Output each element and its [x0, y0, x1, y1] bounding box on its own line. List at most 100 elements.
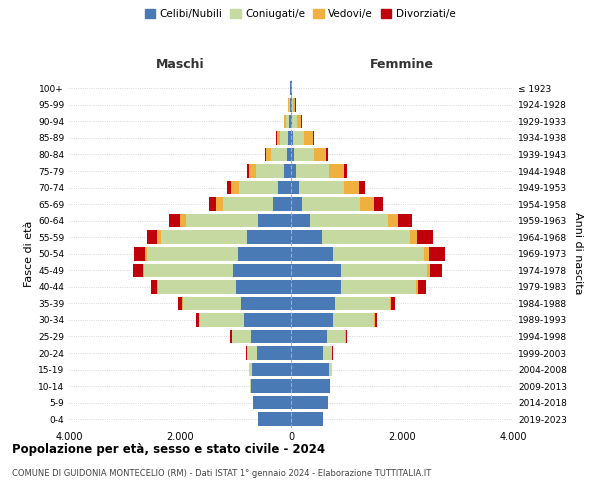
- Y-axis label: Fasce di età: Fasce di età: [24, 220, 34, 287]
- Bar: [291, 264, 341, 277]
- Bar: [231, 181, 239, 194]
- Bar: [289, 98, 290, 112]
- Bar: [291, 296, 335, 310]
- Bar: [286, 114, 289, 128]
- Bar: [169, 214, 180, 228]
- Bar: [293, 131, 304, 144]
- Bar: [185, 214, 258, 228]
- Bar: [296, 164, 329, 178]
- Bar: [227, 181, 231, 194]
- Bar: [266, 148, 271, 161]
- Bar: [133, 264, 143, 277]
- Bar: [277, 131, 280, 144]
- Bar: [291, 330, 327, 344]
- Bar: [291, 412, 323, 426]
- Bar: [180, 214, 185, 228]
- Bar: [238, 247, 291, 260]
- Bar: [291, 131, 293, 144]
- Bar: [295, 148, 314, 161]
- Bar: [209, 198, 216, 211]
- Bar: [428, 247, 445, 260]
- Bar: [284, 114, 286, 128]
- Bar: [278, 181, 291, 194]
- Bar: [390, 296, 391, 310]
- Bar: [291, 181, 299, 194]
- Bar: [374, 198, 383, 211]
- Bar: [272, 198, 291, 211]
- Bar: [388, 214, 398, 228]
- Bar: [327, 330, 346, 344]
- Bar: [223, 198, 272, 211]
- Bar: [235, 280, 291, 293]
- Bar: [374, 313, 377, 326]
- Bar: [291, 247, 332, 260]
- Bar: [341, 280, 416, 293]
- Bar: [410, 230, 417, 244]
- Bar: [430, 264, 442, 277]
- Bar: [341, 264, 427, 277]
- Bar: [199, 313, 244, 326]
- Text: Femmine: Femmine: [370, 58, 434, 70]
- Bar: [183, 296, 241, 310]
- Bar: [252, 363, 291, 376]
- Bar: [344, 164, 347, 178]
- Bar: [158, 280, 235, 293]
- Bar: [239, 181, 278, 194]
- Bar: [250, 164, 256, 178]
- Bar: [346, 330, 347, 344]
- Bar: [276, 131, 277, 144]
- Bar: [256, 164, 284, 178]
- Bar: [280, 131, 288, 144]
- Bar: [151, 280, 157, 293]
- Bar: [313, 131, 314, 144]
- Bar: [147, 230, 157, 244]
- Bar: [287, 148, 291, 161]
- Bar: [361, 198, 374, 211]
- Bar: [291, 346, 323, 360]
- Bar: [297, 114, 301, 128]
- Bar: [241, 296, 291, 310]
- Bar: [144, 264, 233, 277]
- Bar: [418, 280, 426, 293]
- Text: COMUNE DI GUIDONIA MONTECELIO (RM) - Dati ISTAT 1° gennaio 2024 - Elaborazione T: COMUNE DI GUIDONIA MONTECELIO (RM) - Dat…: [12, 469, 431, 478]
- Bar: [265, 148, 266, 161]
- Bar: [293, 98, 295, 112]
- Bar: [247, 164, 250, 178]
- Bar: [299, 181, 344, 194]
- Bar: [291, 114, 292, 128]
- Bar: [329, 164, 344, 178]
- Bar: [247, 346, 257, 360]
- Bar: [314, 148, 326, 161]
- Bar: [291, 280, 341, 293]
- Bar: [232, 330, 251, 344]
- Bar: [323, 346, 332, 360]
- Bar: [416, 280, 418, 293]
- Bar: [322, 230, 410, 244]
- Bar: [427, 264, 430, 277]
- Bar: [332, 247, 424, 260]
- Bar: [253, 396, 291, 409]
- Bar: [291, 214, 310, 228]
- Bar: [292, 114, 297, 128]
- Legend: Celibi/Nubili, Coniugati/e, Vedovi/e, Divorziati/e: Celibi/Nubili, Coniugati/e, Vedovi/e, Di…: [140, 5, 460, 24]
- Bar: [249, 363, 252, 376]
- Bar: [288, 98, 289, 112]
- Bar: [391, 296, 395, 310]
- Bar: [326, 148, 328, 161]
- Bar: [329, 363, 332, 376]
- Bar: [244, 313, 291, 326]
- Bar: [302, 198, 361, 211]
- Bar: [284, 164, 291, 178]
- Bar: [143, 264, 144, 277]
- Bar: [230, 330, 232, 344]
- Bar: [291, 98, 292, 112]
- Bar: [291, 363, 329, 376]
- Bar: [291, 198, 302, 211]
- Bar: [289, 114, 291, 128]
- Bar: [216, 198, 223, 211]
- Bar: [344, 181, 359, 194]
- Bar: [134, 247, 145, 260]
- Bar: [145, 247, 146, 260]
- Bar: [196, 313, 199, 326]
- Bar: [161, 230, 247, 244]
